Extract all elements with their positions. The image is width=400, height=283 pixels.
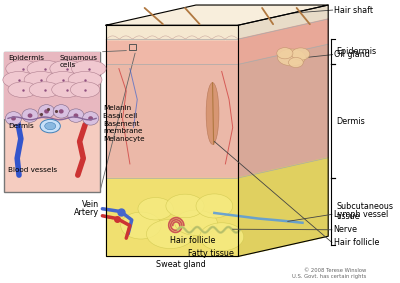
Ellipse shape [28,113,32,118]
Text: Hair follicle: Hair follicle [170,237,215,245]
Ellipse shape [11,116,16,121]
Text: Basal cell: Basal cell [103,113,137,119]
Ellipse shape [175,210,217,235]
Text: Nerve: Nerve [334,225,358,234]
Ellipse shape [200,223,244,251]
Ellipse shape [196,194,233,218]
Ellipse shape [68,71,102,88]
Polygon shape [106,178,238,256]
Ellipse shape [121,212,161,239]
Text: Basement
membrane: Basement membrane [103,121,143,134]
Ellipse shape [166,194,204,218]
Polygon shape [106,5,328,25]
Text: Dermis: Dermis [337,117,365,126]
Polygon shape [238,158,328,256]
Text: Lymph vessel: Lymph vessel [334,210,388,219]
Ellipse shape [44,109,49,113]
Polygon shape [106,65,238,178]
Text: Squamous
cells: Squamous cells [60,55,98,68]
Ellipse shape [50,60,84,77]
Ellipse shape [6,112,22,125]
Ellipse shape [3,71,35,88]
Text: Subcutaneous
tissue: Subcutaneous tissue [337,202,394,221]
Ellipse shape [70,82,100,98]
FancyBboxPatch shape [4,52,100,119]
Ellipse shape [38,105,55,118]
Ellipse shape [288,57,303,68]
Ellipse shape [45,123,56,130]
Polygon shape [106,25,238,39]
Polygon shape [238,5,328,39]
Text: Hair shaft: Hair shaft [334,6,373,15]
Ellipse shape [6,60,40,77]
Text: © 2008 Terese Winslow
U.S. Govt. has certain rights: © 2008 Terese Winslow U.S. Govt. has cer… [292,268,367,279]
Ellipse shape [24,71,58,88]
FancyBboxPatch shape [4,52,100,192]
Ellipse shape [146,219,194,248]
Polygon shape [106,39,238,65]
Text: Hair follicle: Hair follicle [334,238,379,247]
Text: Fatty tissue: Fatty tissue [188,249,234,258]
Ellipse shape [74,113,78,118]
Text: Epidermis: Epidermis [337,47,377,56]
Text: Epidermis: Epidermis [8,55,44,61]
Text: Sweat gland: Sweat gland [156,260,206,269]
Ellipse shape [53,105,69,118]
Ellipse shape [292,48,310,60]
Text: Melanin: Melanin [103,105,131,111]
Ellipse shape [22,109,38,122]
Ellipse shape [277,48,293,59]
Ellipse shape [59,109,64,113]
Ellipse shape [278,49,306,66]
Text: Blood vessels: Blood vessels [8,166,57,173]
Text: Melanocyte: Melanocyte [103,136,145,142]
Ellipse shape [29,82,60,98]
Ellipse shape [68,109,84,122]
Ellipse shape [27,60,62,77]
Polygon shape [238,44,328,178]
Ellipse shape [72,60,106,77]
Ellipse shape [82,112,99,125]
Ellipse shape [8,82,37,98]
Text: Dermis: Dermis [8,123,34,129]
Text: Oil gland: Oil gland [334,50,370,59]
Ellipse shape [52,82,82,98]
Ellipse shape [138,198,173,220]
Ellipse shape [206,83,219,144]
Ellipse shape [46,71,80,88]
Ellipse shape [88,116,93,121]
Ellipse shape [40,119,60,133]
Text: Artery: Artery [74,209,112,219]
Polygon shape [238,19,328,65]
Text: Vein: Vein [82,200,116,211]
